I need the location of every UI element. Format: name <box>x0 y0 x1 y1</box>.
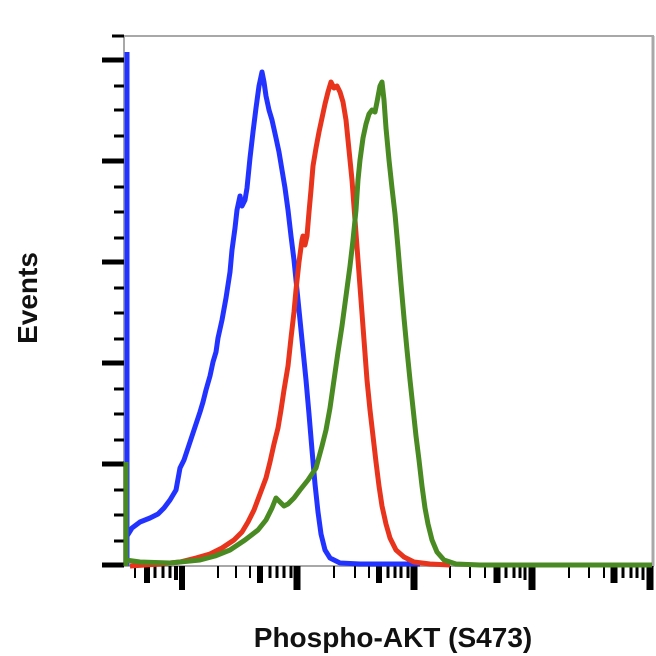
x-axis-ticks <box>134 566 654 590</box>
plot-frame <box>123 35 655 567</box>
y-axis-ticks <box>102 34 124 568</box>
series-red-curve <box>129 79 451 569</box>
y-axis-title: Events <box>12 252 43 344</box>
x-axis-title: Phospho-AKT (S473) <box>253 622 533 653</box>
series-green-curve <box>123 79 652 568</box>
series-blue-curve <box>124 52 420 567</box>
